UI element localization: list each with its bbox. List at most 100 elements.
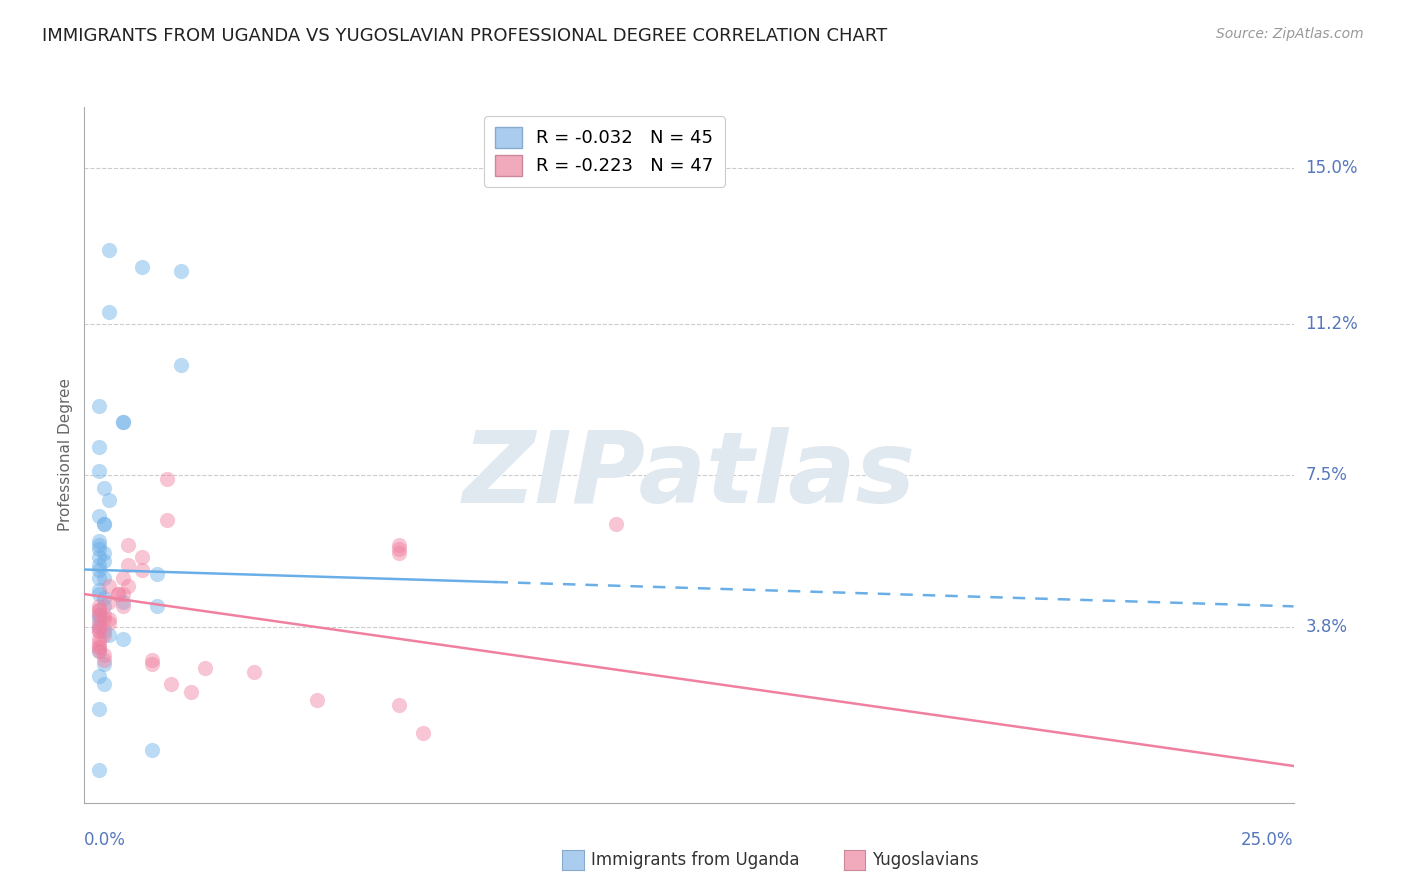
Text: Immigrants from Uganda: Immigrants from Uganda [591,851,800,869]
Point [97,628,120,642]
Point [87,599,110,614]
Point [93,612,115,626]
Point [93,677,115,691]
Point [170,358,193,372]
Point [87,624,110,638]
Point [87,763,110,777]
Text: 3.8%: 3.8% [1306,618,1347,636]
Point [97,304,120,318]
Text: Source: ZipAtlas.com: Source: ZipAtlas.com [1216,27,1364,41]
Point [155,513,177,527]
Point [87,562,110,576]
Point [87,533,110,548]
Point [87,632,110,646]
Point [87,624,110,638]
Point [170,264,193,278]
Point [97,492,120,507]
Point [87,640,110,655]
Point [87,620,110,634]
Point [87,644,110,658]
Point [93,481,115,495]
Point [87,571,110,585]
Point [112,415,135,429]
Point [155,473,177,487]
Point [93,554,115,568]
Point [131,562,153,576]
Point [388,698,411,712]
Point [87,607,110,622]
Point [87,636,110,650]
Point [87,640,110,655]
Point [388,546,411,560]
Point [93,546,115,560]
Point [87,399,110,413]
Text: 11.2%: 11.2% [1306,315,1358,333]
Point [87,550,110,565]
Text: ZIPatlas: ZIPatlas [463,427,915,524]
Point [87,603,110,617]
Point [93,648,115,663]
Point [87,538,110,552]
Point [87,509,110,524]
Point [87,612,110,626]
Point [131,550,153,565]
Point [93,591,115,606]
Point [93,607,115,622]
Point [112,587,135,601]
Point [112,571,135,585]
Point [87,607,110,622]
Point [93,652,115,666]
Point [388,538,411,552]
Y-axis label: Professional Degree: Professional Degree [58,378,73,532]
Point [117,579,139,593]
Point [97,595,120,609]
Point [93,571,115,585]
Text: Yugoslavians: Yugoslavians [872,851,979,869]
Point [242,665,264,679]
Point [160,677,183,691]
Point [87,644,110,658]
Point [117,538,139,552]
Point [97,579,120,593]
Point [180,685,202,699]
Point [87,440,110,454]
Point [87,603,110,617]
Point [388,542,411,557]
Text: 7.5%: 7.5% [1306,467,1347,484]
Point [87,558,110,573]
Point [93,599,115,614]
Point [87,615,110,630]
Point [87,669,110,683]
Point [112,599,135,614]
Point [93,657,115,671]
Point [112,595,135,609]
Point [97,615,120,630]
Point [87,542,110,557]
Point [93,517,115,532]
Point [194,661,217,675]
Point [141,742,163,756]
Point [131,260,153,274]
Point [87,464,110,478]
Point [412,726,434,740]
Text: 0.0%: 0.0% [84,830,127,848]
Point [93,624,115,638]
Point [112,632,135,646]
Point [605,517,627,532]
Text: IMMIGRANTS FROM UGANDA VS YUGOSLAVIAN PROFESSIONAL DEGREE CORRELATION CHART: IMMIGRANTS FROM UGANDA VS YUGOSLAVIAN PR… [42,27,887,45]
Point [146,599,169,614]
Point [305,693,328,707]
Point [87,587,110,601]
Point [87,582,110,597]
Point [141,657,163,671]
Point [146,566,169,581]
Point [87,701,110,715]
Point [87,620,110,634]
Point [112,415,135,429]
Point [141,652,163,666]
Point [97,612,120,626]
Point [107,587,129,601]
Text: 15.0%: 15.0% [1306,160,1358,178]
Point [97,244,120,258]
Point [107,587,129,601]
